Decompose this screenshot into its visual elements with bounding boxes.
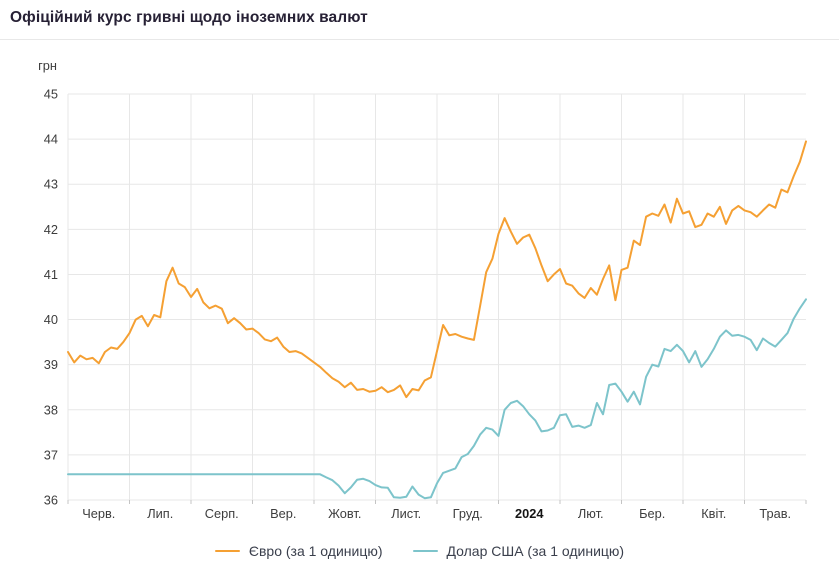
y-axis-tick-label-41: 41: [44, 267, 58, 282]
legend-label-usd: Долар США (за 1 одиницю): [446, 543, 625, 559]
y-axis-tick-label-37: 37: [44, 447, 58, 462]
euro-line-swatch: [214, 549, 240, 553]
legend-label-euro: Євро (за 1 одиницю): [248, 543, 383, 559]
x-month-label-7: 2024: [515, 506, 544, 521]
y-axis-tick-label-39: 39: [44, 357, 58, 372]
chart-legend: Євро (за 1 одиницю) Долар США (за 1 один…: [0, 532, 839, 570]
chart-area: 45 44 43 42 41 40 39 38 37 36 Черв. Лип. Серп. Вер. Жо…: [0, 40, 839, 532]
legend-item-euro[interactable]: Євро (за 1 одиницю): [214, 543, 383, 559]
y-axis-tick-label-38: 38: [44, 402, 58, 417]
y-axis-tick-label-42: 42: [44, 222, 58, 237]
x-month-label-5: Лист.: [391, 506, 421, 521]
y-axis-tick-label-45: 45: [44, 87, 58, 102]
x-month-label-6: Груд.: [453, 506, 483, 521]
series-line-usd: [67, 298, 807, 500]
x-month-label-2: Серп.: [205, 506, 239, 521]
page-title: Офіційний курс гривні щодо іноземних вал…: [10, 9, 368, 26]
y-axis-tick-label-36: 36: [44, 493, 58, 508]
x-month-label-9: Бер.: [639, 506, 665, 521]
x-month-label-3: Вер.: [270, 506, 296, 521]
y-axis-tick-label-40: 40: [44, 312, 58, 327]
x-month-label-1: Лип.: [147, 506, 173, 521]
y-axis-tick-label-44: 44: [44, 132, 58, 147]
x-month-label-10: Квіт.: [701, 506, 726, 521]
usd-line-swatch: [412, 549, 438, 553]
x-month-label-0: Черв.: [82, 506, 115, 521]
chart-svg: 45 44 43 42 41 40 39 38 37 36 Черв. Лип. Серп. Вер. Жо…: [38, 58, 807, 521]
x-month-label-4: Жовт.: [328, 506, 361, 521]
x-month-label-11: Трав.: [759, 506, 791, 521]
series-line-euro: [67, 140, 807, 399]
y-axis-unit-label: грн: [38, 58, 57, 73]
widget-header: Офіційний курс гривні щодо іноземних вал…: [0, 0, 839, 40]
x-month-label-8: Лют.: [578, 506, 604, 521]
y-axis-tick-label-43: 43: [44, 177, 58, 192]
legend-item-usd[interactable]: Долар США (за 1 одиницю): [412, 543, 625, 559]
